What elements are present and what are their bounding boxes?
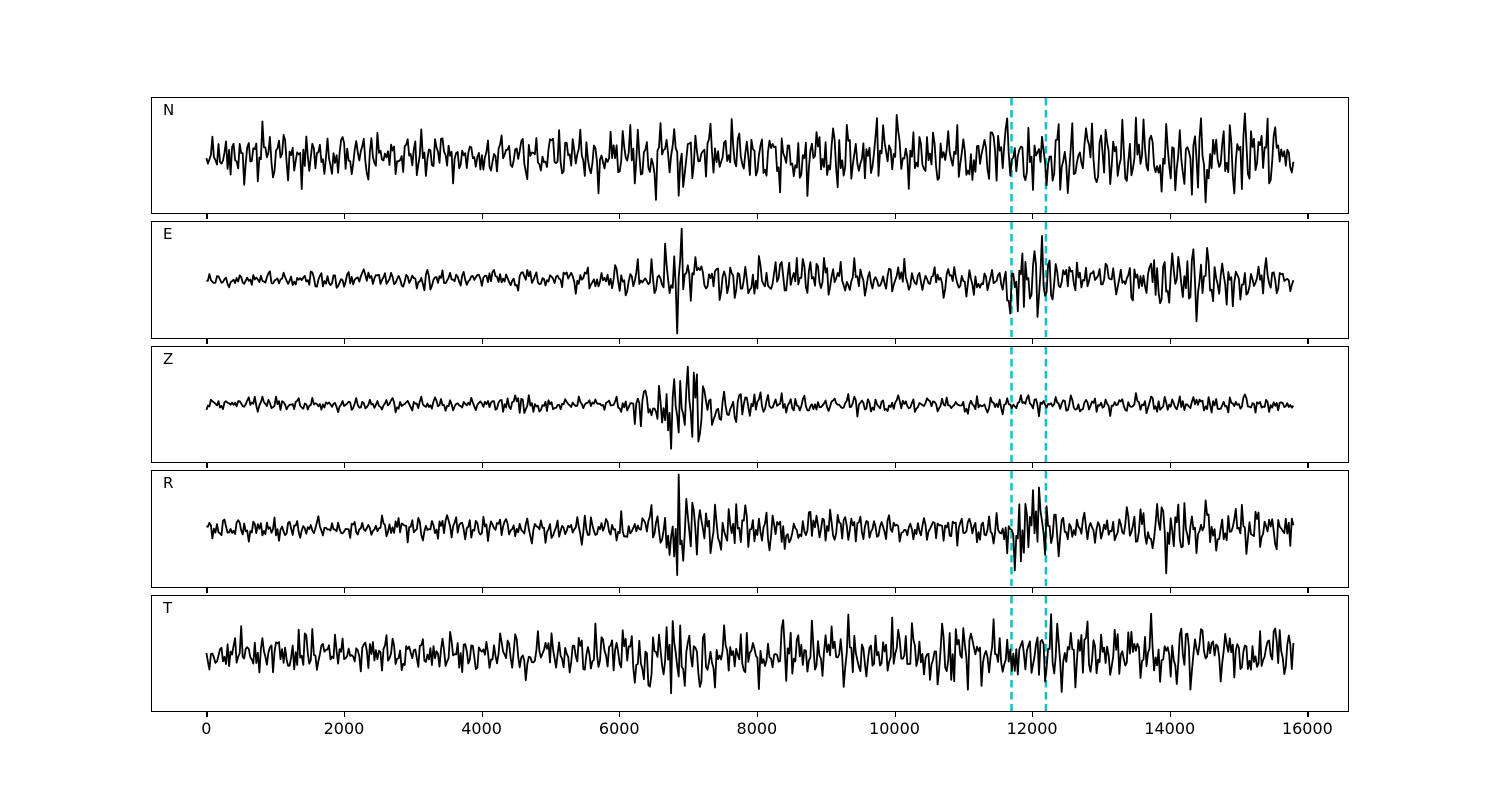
waveform-trace-R <box>206 473 1295 577</box>
panel-label-T: T <box>163 598 173 617</box>
waveform-trace-Z <box>205 365 1295 450</box>
x-tick-label: 10000 <box>869 719 920 738</box>
x-tick-label: 2000 <box>323 719 365 738</box>
x-tick <box>206 214 208 220</box>
x-tick-label: 12000 <box>1006 719 1058 738</box>
waveform-plot-E <box>206 222 1295 338</box>
x-tick <box>619 338 621 344</box>
x-tick <box>206 338 208 344</box>
panel-label-Z: Z <box>163 349 174 368</box>
waveform-panel-Z: Z <box>151 345 1349 464</box>
x-tick <box>206 712 208 717</box>
x-tick <box>1032 463 1034 469</box>
x-tick <box>756 463 759 469</box>
x-tick <box>756 214 759 220</box>
x-tick-label: 6000 <box>598 719 640 738</box>
x-tick-label: 16000 <box>1281 719 1333 738</box>
waveform-trace-T <box>205 612 1295 694</box>
panel-label-N: N <box>163 101 175 119</box>
x-tick <box>343 712 346 717</box>
waveform-plot-N <box>205 98 1295 213</box>
waveform-panel-N: N <box>151 97 1349 215</box>
waveform-trace-N <box>205 112 1295 204</box>
x-tick <box>619 463 621 469</box>
x-tick <box>756 338 759 344</box>
x-tick-label: 4000 <box>461 719 502 738</box>
x-tick <box>894 338 896 344</box>
waveform-plot-R <box>206 471 1295 587</box>
x-tick <box>619 712 621 717</box>
x-tick <box>1169 712 1171 717</box>
x-tick-label: 14000 <box>1144 719 1196 738</box>
x-tick <box>343 338 346 344</box>
x-tick <box>481 214 483 220</box>
x-tick <box>343 587 346 593</box>
x-tick <box>1169 587 1171 593</box>
waveform-panel-R: R <box>151 470 1349 588</box>
x-tick <box>894 587 896 593</box>
x-tick <box>1032 587 1034 593</box>
x-tick <box>894 712 896 717</box>
panel-label-E: E <box>163 225 173 244</box>
x-tick <box>1169 214 1171 220</box>
x-tick <box>206 587 208 593</box>
x-tick <box>343 463 346 469</box>
x-tick <box>1032 712 1034 717</box>
x-tick <box>1307 712 1309 717</box>
x-tick <box>481 338 483 344</box>
waveform-panel-E: E <box>151 221 1349 339</box>
x-tick <box>1307 214 1309 220</box>
x-tick <box>756 587 759 593</box>
waveform-panel-T: T <box>151 594 1349 712</box>
x-tick <box>343 214 346 220</box>
x-tick-label: 8000 <box>736 719 778 738</box>
waveform-trace-E <box>206 228 1295 335</box>
x-tick <box>1032 338 1034 344</box>
x-tick <box>619 214 621 220</box>
waveform-plot-Z <box>205 346 1295 462</box>
x-tick <box>206 463 208 469</box>
x-tick <box>1032 214 1034 220</box>
x-tick <box>481 587 483 593</box>
x-tick <box>894 214 896 220</box>
x-tick <box>481 712 483 717</box>
x-tick <box>1307 587 1309 593</box>
waveform-plot-T <box>205 595 1295 711</box>
x-tick <box>1307 338 1309 344</box>
x-tick <box>1169 463 1171 469</box>
x-tick <box>894 463 896 469</box>
x-tick-label: 0 <box>201 719 212 738</box>
x-tick <box>1169 338 1171 344</box>
x-tick <box>756 712 759 717</box>
x-tick <box>1307 463 1309 469</box>
x-tick <box>481 463 483 469</box>
panel-label-R: R <box>163 474 174 493</box>
x-tick <box>619 587 621 593</box>
